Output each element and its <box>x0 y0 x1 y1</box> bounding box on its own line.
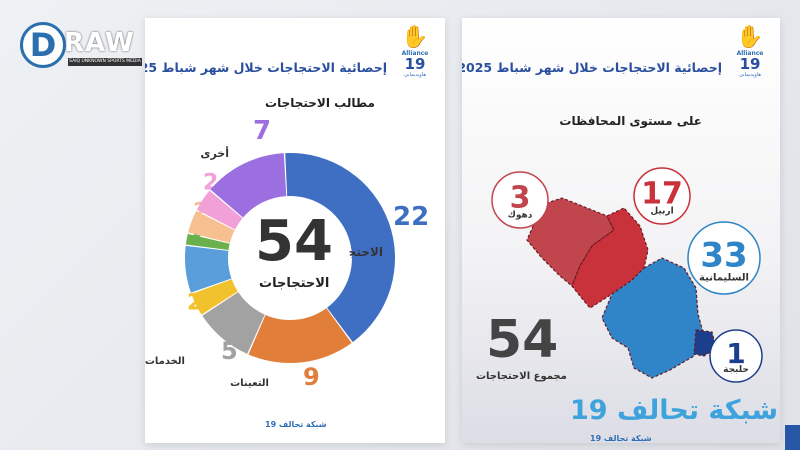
donut-hole <box>230 198 350 318</box>
map-badge-1 <box>491 171 549 229</box>
donut-value-label-5: 4 <box>185 257 200 282</box>
map-region-label-3: السليمانية <box>699 272 749 283</box>
hands-icon: ✋ <box>736 25 764 50</box>
chart-subtitle: على مستوى المحافظات <box>559 114 702 128</box>
alliance-logo: ✋ Alliance 19 هاوپەیمانی <box>732 25 768 79</box>
governorates-panel: ✋ Alliance 19 هاوپەیمانی إحصائية الاحتجا… <box>462 18 780 443</box>
donut-slice-5 <box>185 245 232 293</box>
donut-center-value: 54 <box>255 209 333 274</box>
map-region-2 <box>571 207 649 309</box>
total-value: 54 <box>486 310 559 370</box>
logo-text-alliance: Alliance <box>401 50 429 57</box>
map-region-3 <box>601 257 705 379</box>
logo-text-kurdish: هاوپەیمانی <box>738 72 761 78</box>
logo-text-number: 19 <box>404 55 426 73</box>
brand-logo-word: RAW <box>64 28 135 58</box>
corner-badge-icon <box>785 425 800 450</box>
total-label: مجموع الاحتجاجات <box>476 371 567 382</box>
chart-subtitle: مطالب الاحتجاجات <box>265 96 375 110</box>
logo-text-alliance: Alliance <box>736 50 764 57</box>
donut-slice-9 <box>210 153 287 218</box>
demands-panel: ✋ Alliance 19 هاوپەیمانی إحصائية الاحتجا… <box>145 18 445 443</box>
donut-category-label-2: التعينات <box>230 378 269 389</box>
map-region-label-4: حلبجة <box>723 365 749 375</box>
map-value-label-1: 3 <box>510 181 531 216</box>
map-badge-3 <box>687 221 761 295</box>
map-value-label-3: 33 <box>700 236 747 276</box>
donut-slice-8 <box>196 190 243 230</box>
donut-value-label-2: 9 <box>303 363 320 391</box>
alliance-logo: ✋ Alliance 19 هاوپەیمانی <box>397 25 433 79</box>
map-badge-4 <box>709 329 763 383</box>
donut-chart: 22الاحتجاجات9التعينات5الخدمات2تهريب ونهب… <box>145 116 429 391</box>
donut-slice-7 <box>188 210 235 243</box>
donut-value-label-9: 7 <box>253 116 271 146</box>
map-region-label-1: دهوك <box>508 210 533 220</box>
donut-category-label-3: الخدمات <box>145 356 185 367</box>
donut-value-label-3: 5 <box>221 337 238 365</box>
watermark-text: شبكة تحالف 19 <box>570 395 779 426</box>
donut-value-label-1: 22 <box>393 202 429 232</box>
donut-slice-1 <box>285 153 396 343</box>
panel-title: إحصائية الاحتجاجات خلال شهر شباط 2025 <box>145 60 387 75</box>
brand-logo-letter: D <box>20 22 66 68</box>
donut-slice-6 <box>185 233 230 251</box>
donut-slice-2 <box>248 308 352 363</box>
hands-icon: ✋ <box>401 25 429 50</box>
map-value-label-2: 17 <box>641 177 683 212</box>
map-value-label-4: 1 <box>726 337 745 370</box>
donut-slice-3 <box>202 292 265 354</box>
panel-footer: شبكة تحالف 19 <box>590 434 652 443</box>
donut-slice-4 <box>191 279 238 315</box>
panel-title: إحصائية الاحتجاجات خلال شهر شباط 2025 <box>462 60 722 75</box>
map-region-label-2: اربيل <box>650 206 673 216</box>
brand-tagline: SAIQ UNKNOWN SPORTS MEDIA <box>68 58 142 66</box>
brand-logo: D RAW SAIQ UNKNOWN SPORTS MEDIA <box>20 20 142 72</box>
panel-footer: شبكة تحالف 19 <box>265 420 327 429</box>
donut-category-label-9: أخرى <box>200 146 229 160</box>
logo-text-kurdish: هاوپەیمانی <box>403 72 426 78</box>
donut-center-label: الاحتجاجات <box>259 276 330 291</box>
donut-value-label-4: 2 <box>187 291 202 316</box>
logo-text-number: 19 <box>739 55 761 73</box>
map-badge-2 <box>633 167 691 225</box>
